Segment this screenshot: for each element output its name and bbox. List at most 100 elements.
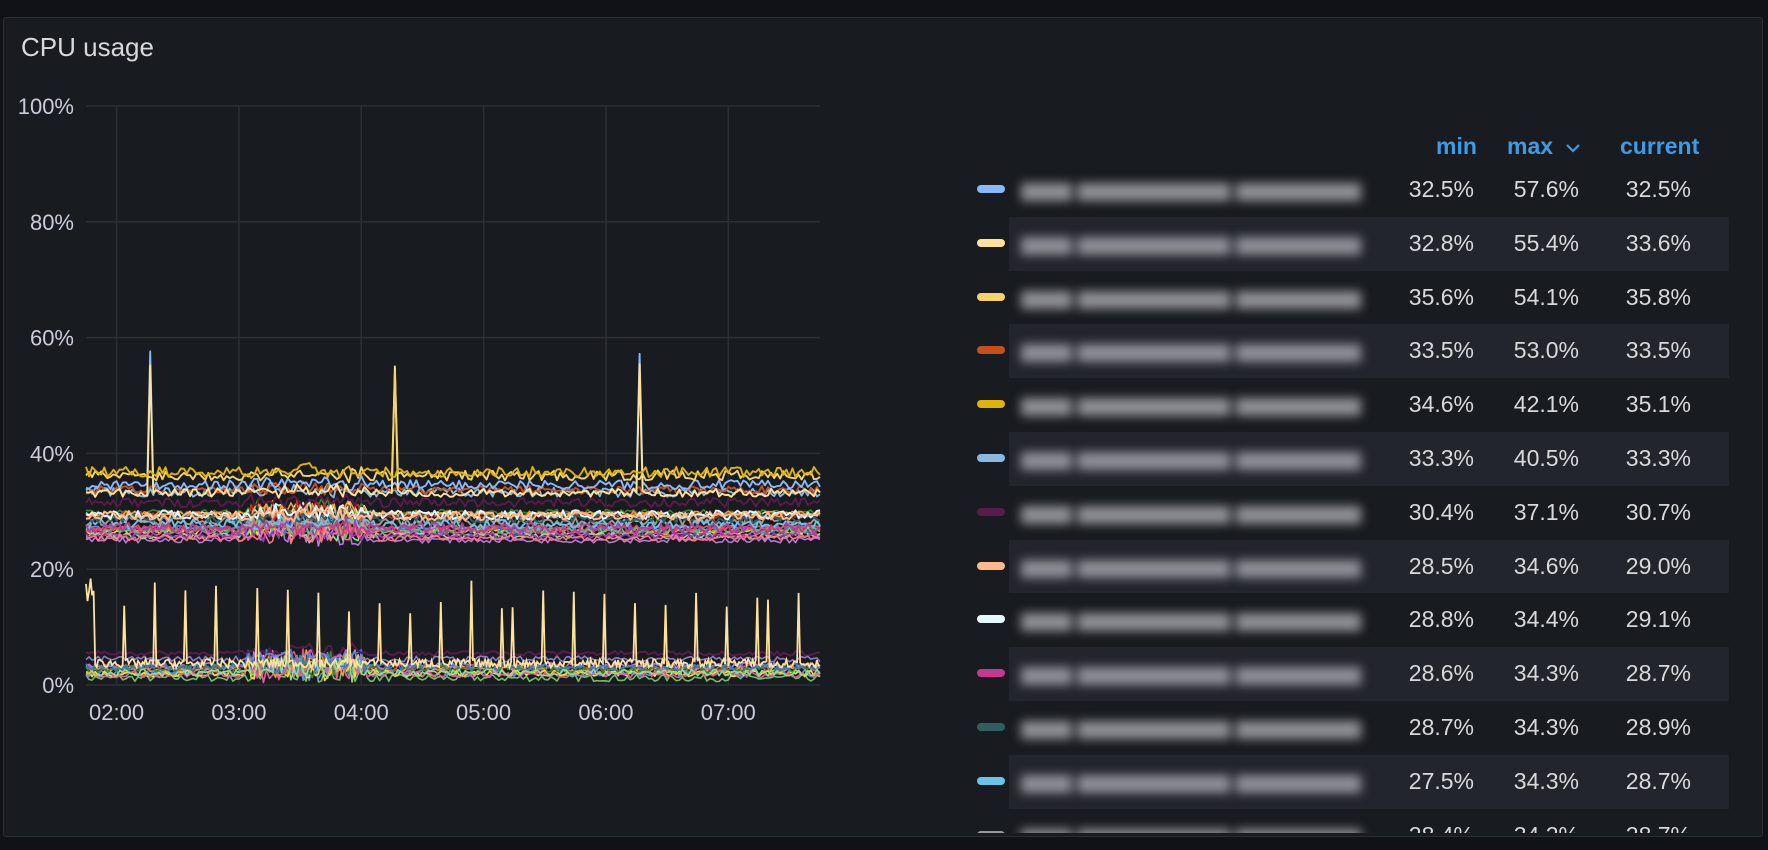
legend-row[interactable]: ▆▆▆ ▆▆▆▆▆▆▆▆▆ ▆▆▆▆▆▆▆▆▆▆▆ 34.6% 42.1% 35.1% [969, 378, 1729, 432]
series-color-swatch[interactable] [977, 453, 1005, 462]
series-color-swatch[interactable] [977, 776, 1005, 785]
legend-value-min: 28.5% [1408, 552, 1474, 579]
series-name-redacted[interactable]: ▆▆▆ ▆▆▆▆▆▆▆▆▆ ▆▆▆▆▆▆▆▆▆▆▆ [1021, 499, 1361, 524]
legend-value-max: 53.0% [1513, 337, 1579, 364]
legend-row[interactable]: ▆▆▆ ▆▆▆▆▆▆▆▆▆ ▆▆▆▆▆▆▆▆▆▆▆ 28.8% 34.4% 29.1% [969, 593, 1729, 647]
x-tick-label: 06:00 [578, 700, 633, 725]
series-color-swatch[interactable] [977, 292, 1005, 301]
legend-row[interactable]: ▆▆▆ ▆▆▆▆▆▆▆▆▆ ▆▆▆▆▆▆▆▆▆▆▆ 28.6% 34.3% 28.7% [969, 647, 1729, 701]
legend-row[interactable]: ▆▆▆ ▆▆▆▆▆▆▆▆▆ ▆▆▆▆▆▆▆▆▆▆▆ 30.4% 37.1% 30.7% [969, 486, 1729, 540]
legend-value-min: 35.6% [1408, 283, 1474, 310]
legend-value-max: 34.3% [1513, 767, 1579, 794]
series-color-swatch[interactable] [977, 400, 1005, 409]
legend-col-current[interactable]: current [1620, 133, 1700, 159]
series-line [85, 653, 821, 683]
legend-value-min: 32.8% [1408, 229, 1474, 256]
legend-value-max: 34.3% [1513, 713, 1579, 740]
series-color-swatch[interactable] [977, 346, 1005, 355]
legend-row[interactable]: ▆▆▆ ▆▆▆▆▆▆▆▆▆ ▆▆▆▆▆▆▆▆▆▆▆ 27.5% 34.3% 28.7% [969, 754, 1729, 809]
series-line [85, 660, 821, 683]
series-name-redacted[interactable]: ▆▆▆ ▆▆▆▆▆▆▆▆▆ ▆▆▆▆▆▆▆▆▆▆▆ [1021, 553, 1361, 578]
series-name-redacted[interactable]: ▆▆▆ ▆▆▆▆▆▆▆▆▆ ▆▆▆▆▆▆▆▆▆▆▆ [1021, 338, 1361, 363]
legend-value-current: 29.1% [1625, 606, 1691, 633]
legend-value-current: 28.7% [1581, 822, 1691, 833]
series-line [85, 511, 821, 537]
legend-col-max[interactable]: max [1507, 133, 1581, 160]
series-name-redacted[interactable]: ▆▆▆ ▆▆▆▆▆▆▆▆▆ ▆▆▆▆▆▆▆▆▆▆▆ [1021, 284, 1361, 309]
series-name-redacted[interactable]: ▆▆▆ ▆▆▆▆▆▆▆▆▆ ▆▆▆▆▆▆▆▆▆▆▆ [1021, 607, 1361, 632]
y-tick-label: 20% [30, 557, 74, 582]
series-name-redacted[interactable]: ▆▆▆ ▆▆▆▆▆▆▆▆▆ ▆▆▆▆▆▆▆▆▆▆▆ [1021, 823, 1361, 833]
legend-col-max-label: max [1507, 133, 1554, 159]
legend-value-current: 28.7% [1625, 767, 1691, 794]
legend-rows: ▆▆▆ ▆▆▆▆▆▆▆▆▆ ▆▆▆▆▆▆▆▆▆▆▆ 32.5% 57.6% 32.5%… [969, 163, 1729, 833]
series-color-swatch[interactable] [977, 561, 1005, 570]
series-name-redacted[interactable]: ▆▆▆ ▆▆▆▆▆▆▆▆▆ ▆▆▆▆▆▆▆▆▆▆▆ [1021, 392, 1361, 417]
series-name-redacted[interactable]: ▆▆▆ ▆▆▆▆▆▆▆▆▆ ▆▆▆▆▆▆▆▆▆▆▆ [1021, 768, 1361, 793]
legend-value-current: 35.1% [1625, 391, 1691, 418]
x-tick-label: 02:00 [89, 700, 144, 725]
legend-value-current: 28.7% [1625, 660, 1691, 687]
legend-value-max: 34.4% [1513, 606, 1579, 633]
series-color-swatch[interactable] [977, 722, 1005, 731]
series-line [85, 350, 821, 492]
series-name-redacted[interactable]: ▆▆▆ ▆▆▆▆▆▆▆▆▆ ▆▆▆▆▆▆▆▆▆▆▆ [1021, 714, 1361, 739]
y-tick-label: 0% [42, 673, 74, 698]
panel-title[interactable]: CPU usage [21, 32, 154, 62]
legend-value-min: 34.6% [1408, 391, 1474, 418]
legend-value-min: 33.3% [1408, 444, 1474, 471]
series-line [85, 492, 821, 509]
y-tick-label: 60% [30, 326, 74, 351]
series-line [85, 503, 821, 521]
legend-row[interactable]: ▆▆▆ ▆▆▆▆▆▆▆▆▆ ▆▆▆▆▆▆▆▆▆▆▆ 32.5% 57.6% 32.5% [969, 163, 1729, 217]
legend-table: min max current ▆▆▆ ▆▆▆▆▆▆▆▆▆ ▆▆▆▆▆▆▆▆▆▆… [969, 113, 1729, 833]
legend-value-min: 28.8% [1408, 606, 1474, 633]
legend-value-min: 28.7% [1408, 713, 1474, 740]
legend-value-min: 32.5% [1408, 176, 1474, 202]
legend-value-max: 37.1% [1513, 498, 1579, 525]
y-tick-label: 40% [30, 441, 74, 466]
cpu-usage-panel: CPU usage 0% 20% 40% 60% 80% 100% 02:00 03:00 04… [3, 17, 1763, 837]
legend-value-max: 34.6% [1513, 552, 1579, 579]
series-name-redacted[interactable]: ▆▆▆ ▆▆▆▆▆▆▆▆▆ ▆▆▆▆▆▆▆▆▆▆▆ [1021, 661, 1361, 686]
series-line [85, 363, 821, 499]
series-color-swatch[interactable] [977, 830, 1005, 833]
legend-row[interactable]: ▆▆▆ ▆▆▆▆▆▆▆▆▆ ▆▆▆▆▆▆▆▆▆▆▆ 33.5% 53.0% 33.5% [969, 324, 1729, 379]
series-name-redacted[interactable]: ▆▆▆ ▆▆▆▆▆▆▆▆▆ ▆▆▆▆▆▆▆▆▆▆▆ [1021, 177, 1361, 201]
legend-row[interactable]: ▆▆▆ ▆▆▆▆▆▆▆▆▆ ▆▆▆▆▆▆▆▆▆▆▆ 35.6% 54.1% 35.8% [969, 271, 1729, 325]
x-tick-label: 07:00 [701, 700, 756, 725]
series-line [85, 578, 821, 671]
x-tick-label: 04:00 [334, 700, 389, 725]
legend-value-max: 40.5% [1513, 444, 1579, 471]
series-line [85, 462, 821, 479]
legend-value-max: 42.1% [1513, 391, 1579, 418]
legend-row[interactable]: ▆▆▆ ▆▆▆▆▆▆▆▆▆ ▆▆▆▆▆▆▆▆▆▆▆ 33.3% 40.5% 33.3% [969, 431, 1729, 486]
legend-row[interactable]: ▆▆▆ ▆▆▆▆▆▆▆▆▆ ▆▆▆▆▆▆▆▆▆▆▆28.4%34.2%28.7% [969, 809, 1729, 833]
cpu-usage-chart: 0% 20% 40% 60% 80% 100% 02:00 03:00 04:00 05:00 06… [18, 94, 821, 725]
legend-value-min: 30.4% [1408, 498, 1474, 525]
legend-row[interactable]: ▆▆▆ ▆▆▆▆▆▆▆▆▆ ▆▆▆▆▆▆▆▆▆▆▆ 32.8% 55.4% 33.6% [969, 216, 1729, 271]
series-line [85, 506, 821, 523]
legend-row[interactable]: ▆▆▆ ▆▆▆▆▆▆▆▆▆ ▆▆▆▆▆▆▆▆▆▆▆ 28.5% 34.6% 29.0% [969, 539, 1729, 594]
series-color-swatch[interactable] [977, 615, 1005, 624]
y-tick-label: 100% [18, 94, 74, 119]
series-line [86, 523, 821, 545]
series-line [85, 480, 821, 496]
series-name-redacted[interactable]: ▆▆▆ ▆▆▆▆▆▆▆▆▆ ▆▆▆▆▆▆▆▆▆▆▆ [1021, 445, 1361, 470]
legend-row[interactable]: ▆▆▆ ▆▆▆▆▆▆▆▆▆ ▆▆▆▆▆▆▆▆▆▆▆ 28.7% 34.3% 28.9% [969, 701, 1729, 755]
series-name-redacted[interactable]: ▆▆▆ ▆▆▆▆▆▆▆▆▆ ▆▆▆▆▆▆▆▆▆▆▆ [1021, 230, 1361, 255]
series-color-swatch[interactable] [977, 507, 1005, 516]
series-line [85, 654, 821, 684]
legend-value-current: 33.6% [1625, 229, 1691, 256]
series-color-swatch[interactable] [977, 238, 1005, 247]
series-color-swatch[interactable] [977, 185, 1005, 193]
series-color-swatch[interactable] [977, 669, 1005, 678]
legend-header: min max current [969, 113, 1729, 159]
series-line [85, 648, 821, 677]
legend-value-min: 28.6% [1408, 660, 1474, 687]
legend-col-min[interactable]: min [1436, 133, 1477, 159]
legend-value-current: 32.5% [1625, 176, 1691, 202]
legend-value-min: 27.5% [1408, 767, 1474, 794]
x-tick-label: 03:00 [211, 700, 266, 725]
legend-value-max: 34.3% [1513, 660, 1579, 687]
